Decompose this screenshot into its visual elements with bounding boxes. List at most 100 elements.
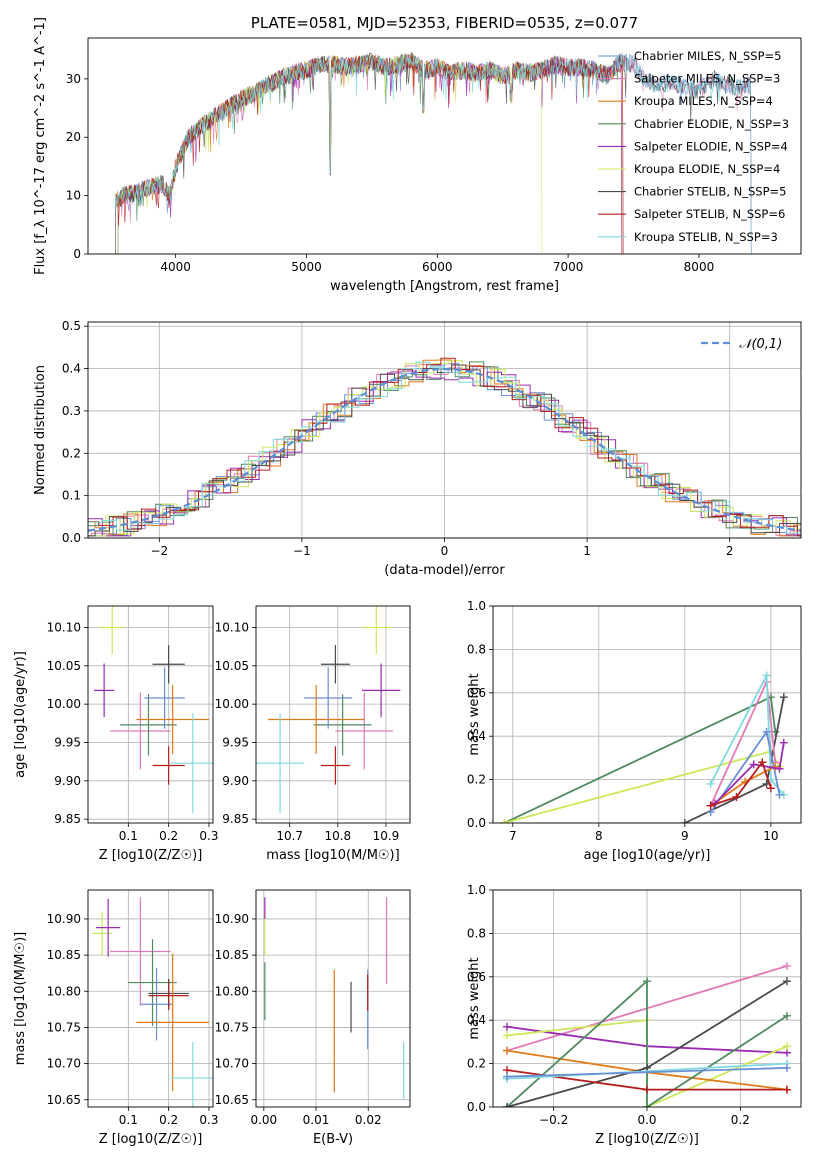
x-tick-label: 7000	[553, 260, 584, 274]
y-tick-label: 9.90	[222, 774, 249, 788]
y-tick-label: 0.4	[62, 362, 81, 376]
mass-weight-line	[506, 979, 788, 1107]
y-tick-label: 10.05	[47, 659, 81, 673]
histograms	[88, 357, 801, 537]
y-axis-label: mass weight	[467, 673, 482, 755]
mass-weight-marker	[783, 1063, 791, 1072]
y-tick-label: 10.75	[47, 1020, 81, 1034]
legend-label: Kroupa STELIB, N_SSP=3	[634, 230, 778, 244]
y-tick-label: 0.1	[62, 489, 81, 503]
legend-label: Kroupa MILES, N_SSP=4	[634, 94, 773, 108]
y-tick-label: 0.8	[467, 642, 486, 656]
mass-weight-lines	[503, 961, 791, 1107]
y-axis-label: age [log10(age/yr)]	[13, 651, 28, 778]
x-tick-label: 0.1	[119, 1113, 138, 1127]
spectrum-legend: Chabrier MILES, N_SSP=5 Salpeter MILES, N…	[598, 49, 789, 244]
mass-weight-panel: −0.2 0.0 0.2 0.0 0.2 0.4 0.6 0.8 1.0 Z [log10(Z/Z…	[467, 883, 802, 1147]
errorbar-panel: 0.1 0.2 0.3 10.65 10.70 10.75 10.80 10.85 10.90 Z…	[13, 889, 219, 1147]
x-tick-label: 0.00	[250, 1113, 277, 1127]
x-tick-label: 10.7	[276, 829, 303, 843]
axes-frame	[492, 889, 802, 1108]
mass-weight-marker	[771, 762, 780, 771]
y-axis-label: mass [log10(M/M☉)]	[13, 932, 28, 1065]
mass-weight-marker	[732, 792, 741, 801]
mass-weight-marker	[749, 760, 758, 769]
y-tick-label: 20	[66, 130, 81, 144]
mass-weight-marker	[643, 1085, 651, 1094]
axes-frame	[492, 605, 802, 824]
x-tick-label: −0.2	[539, 1113, 568, 1127]
x-tick-label: 0	[441, 544, 449, 558]
y-tick-label: 10.65	[215, 1093, 249, 1107]
mass-weight-marker	[762, 671, 771, 680]
mass-weight-marker	[783, 1085, 791, 1094]
x-tick-label: 0.2	[159, 1113, 178, 1127]
axes-frame	[255, 605, 411, 824]
y-axis-label: Flux [f_λ 10^-17 erg cm^-2 s^-1 A^-1]	[33, 17, 48, 275]
x-tick-label: −1	[293, 544, 311, 558]
y-tick-label: 0.2	[467, 1057, 486, 1071]
y-tick-label: 10.10	[47, 620, 81, 634]
spectrum-series-line	[115, 53, 624, 254]
mass-weight-marker	[775, 764, 784, 773]
errorbar-points	[94, 606, 213, 814]
x-tick-label: 4000	[160, 260, 191, 274]
y-tick-label: 10.00	[47, 697, 81, 711]
mass-weight-line	[506, 1062, 788, 1080]
y-tick-label: 10.85	[215, 948, 249, 962]
legend-label: Salpeter ELODIE, N_SSP=4	[634, 139, 788, 153]
x-tick-label: 0.3	[199, 1113, 218, 1127]
x-axis-label: Z [log10(Z/Z☉)]	[595, 1132, 699, 1147]
x-tick-label: 0.1	[119, 829, 138, 843]
y-tick-label: 0.2	[467, 773, 486, 787]
errorbar-panel: 0.00 0.01 0.02 10.65 10.70 10.75 10.80 10.85 10.…	[215, 889, 411, 1147]
y-tick-label: 10.05	[215, 659, 249, 673]
mass-weight-marker	[643, 1103, 651, 1107]
mass-weight-line	[710, 760, 772, 807]
legend-label: Chabrier ELODIE, N_SSP=3	[634, 117, 789, 131]
y-tick-label: 30	[66, 72, 81, 86]
x-axis-label: Z [log10(Z/Z☉)]	[99, 1132, 203, 1147]
mass-weight-marker	[762, 727, 771, 736]
mass-weight-lines	[500, 671, 788, 823]
y-tick-label: 10.80	[47, 984, 81, 998]
y-tick-label: 10	[66, 189, 81, 203]
mass-weight-marker	[783, 977, 791, 986]
legend-label: Salpeter MILES, N_SSP=3	[634, 72, 780, 86]
y-tick-label: 10.90	[47, 912, 81, 926]
mass-weight-marker	[775, 790, 784, 799]
x-tick-label: 5000	[291, 260, 322, 274]
mass-weight-line	[506, 1067, 788, 1078]
y-tick-label: 0	[73, 247, 81, 261]
y-tick-label: 10.65	[47, 1093, 81, 1107]
mass-weight-marker	[783, 961, 791, 970]
errorbar-points	[256, 606, 401, 814]
y-tick-label: 0.5	[62, 319, 81, 333]
mass-weight-marker	[680, 819, 689, 823]
mass-weight-marker	[503, 1103, 511, 1107]
errorbar-panel: 10.7 10.8 10.9 9.85 9.90 9.95 10.00 10.05 10.10 m…	[215, 605, 411, 863]
y-tick-label: 0.0	[62, 531, 81, 545]
mass-weight-marker	[783, 1042, 791, 1051]
y-tick-label: 10.80	[215, 984, 249, 998]
legend-label: Salpeter STELIB, N_SSP=6	[634, 207, 785, 221]
x-tick-label: 0.0	[637, 1113, 656, 1127]
legend-label: Chabrier STELIB, N_SSP=5	[634, 185, 786, 199]
y-tick-label: 0.6	[467, 686, 486, 700]
y-tick-label: 0.4	[467, 1013, 486, 1027]
residual-legend: 𝒩(0,1)	[701, 337, 782, 352]
histogram-step	[88, 357, 801, 537]
spectrum-lines	[115, 51, 752, 254]
x-tick-label: 0.2	[731, 1113, 750, 1127]
mass-weight-marker	[503, 1072, 511, 1081]
mass-weight-marker	[503, 1022, 511, 1031]
y-tick-label: 10.70	[47, 1057, 81, 1071]
x-tick-label: 0.3	[199, 829, 218, 843]
y-tick-label: 0.2	[62, 446, 81, 460]
mass-weight-marker	[758, 758, 767, 767]
x-tick-label: 8	[595, 829, 603, 843]
mass-weight-line	[714, 742, 785, 805]
x-tick-label: 2	[726, 544, 734, 558]
x-tick-label: 6000	[422, 260, 453, 274]
